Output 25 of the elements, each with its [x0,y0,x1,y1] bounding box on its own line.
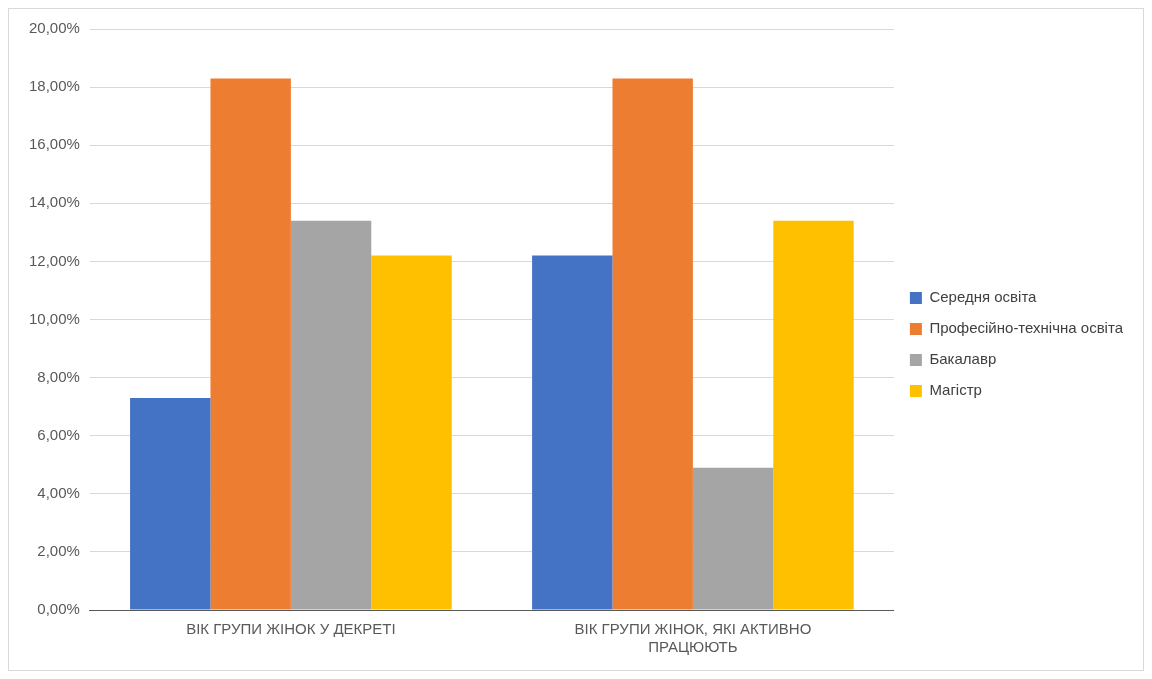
bar [290,220,372,610]
y-tick-label: 6,00% [37,425,80,443]
legend-label: Середня освіта [929,288,1038,306]
y-tick-label: 2,00% [37,542,80,560]
bar [371,255,452,610]
y-tick-label: 4,00% [37,483,80,501]
y-tick-label: 10,00% [29,309,80,327]
legend-label: Професійно-технічна освіта [929,319,1124,337]
y-tick-label: 18,00% [29,77,80,95]
bar [210,78,291,610]
bar [612,78,693,610]
x-tick-label: ВІК ГРУПИ ЖІНОК, ЯКІ АКТИВНО ПРАЦЮЮТЬ [574,620,812,656]
legend-label: Магістр [929,381,982,399]
legend-label: Бакалавр [929,350,997,368]
y-tick-label: 16,00% [29,135,80,153]
bar [773,220,854,610]
y-tick-label: 0,00% [37,600,80,618]
y-tick-label: 12,00% [29,251,80,269]
bar [532,255,613,610]
bar [692,467,774,610]
y-tick-label: 8,00% [37,367,80,385]
y-tick-label: 14,00% [29,193,80,211]
x-tick-label: ВІК ГРУПИ ЖІНОК У ДЕКРЕТІ [186,620,396,638]
y-tick-label: 20,00% [29,19,80,37]
bar [130,397,211,610]
